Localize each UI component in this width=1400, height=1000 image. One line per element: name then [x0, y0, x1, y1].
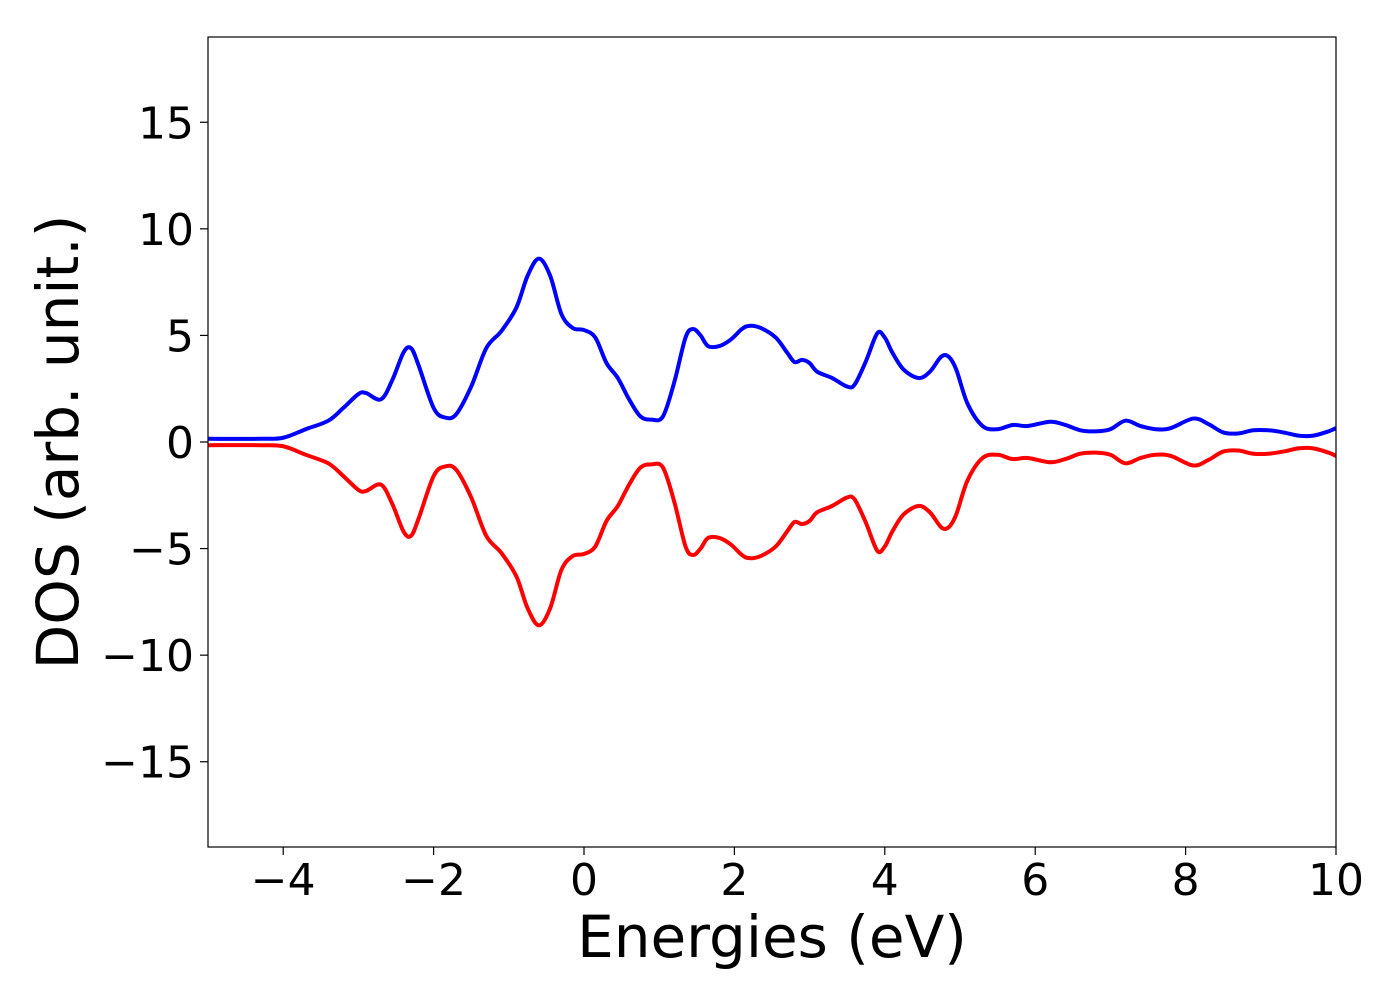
- x-axis-ticks: −4 −2 0 2 4 6 8 10: [251, 847, 1364, 906]
- y-axis-title: DOS (arb. unit.): [24, 215, 92, 670]
- x-tick-label: 4: [871, 855, 899, 906]
- x-tick-label: 6: [1021, 855, 1049, 906]
- y-tick-label: 15: [138, 98, 194, 149]
- y-axis-ticks: 15 10 5 0 −5 −10 −15: [101, 98, 208, 789]
- x-tick-label: 2: [720, 855, 748, 906]
- series-line-red: [208, 443, 1336, 628]
- plot-frame: [207, 36, 1337, 848]
- x-tick-label: −2: [401, 855, 466, 906]
- x-tick-label: 8: [1172, 855, 1200, 906]
- y-tick-label: 10: [138, 205, 194, 256]
- y-tick-label: −10: [101, 631, 194, 682]
- y-tick-label: −5: [129, 525, 194, 576]
- series-layer: [208, 256, 1336, 628]
- series-line-blue: [208, 256, 1336, 441]
- x-tick-label: 0: [570, 855, 598, 906]
- x-tick-label: 10: [1308, 855, 1364, 906]
- x-tick-label: −4: [251, 855, 316, 906]
- y-tick-label: −15: [101, 738, 194, 789]
- y-tick-label: 5: [166, 311, 194, 362]
- y-tick-label: 0: [166, 418, 194, 469]
- x-axis-title: Energies (eV): [577, 903, 967, 971]
